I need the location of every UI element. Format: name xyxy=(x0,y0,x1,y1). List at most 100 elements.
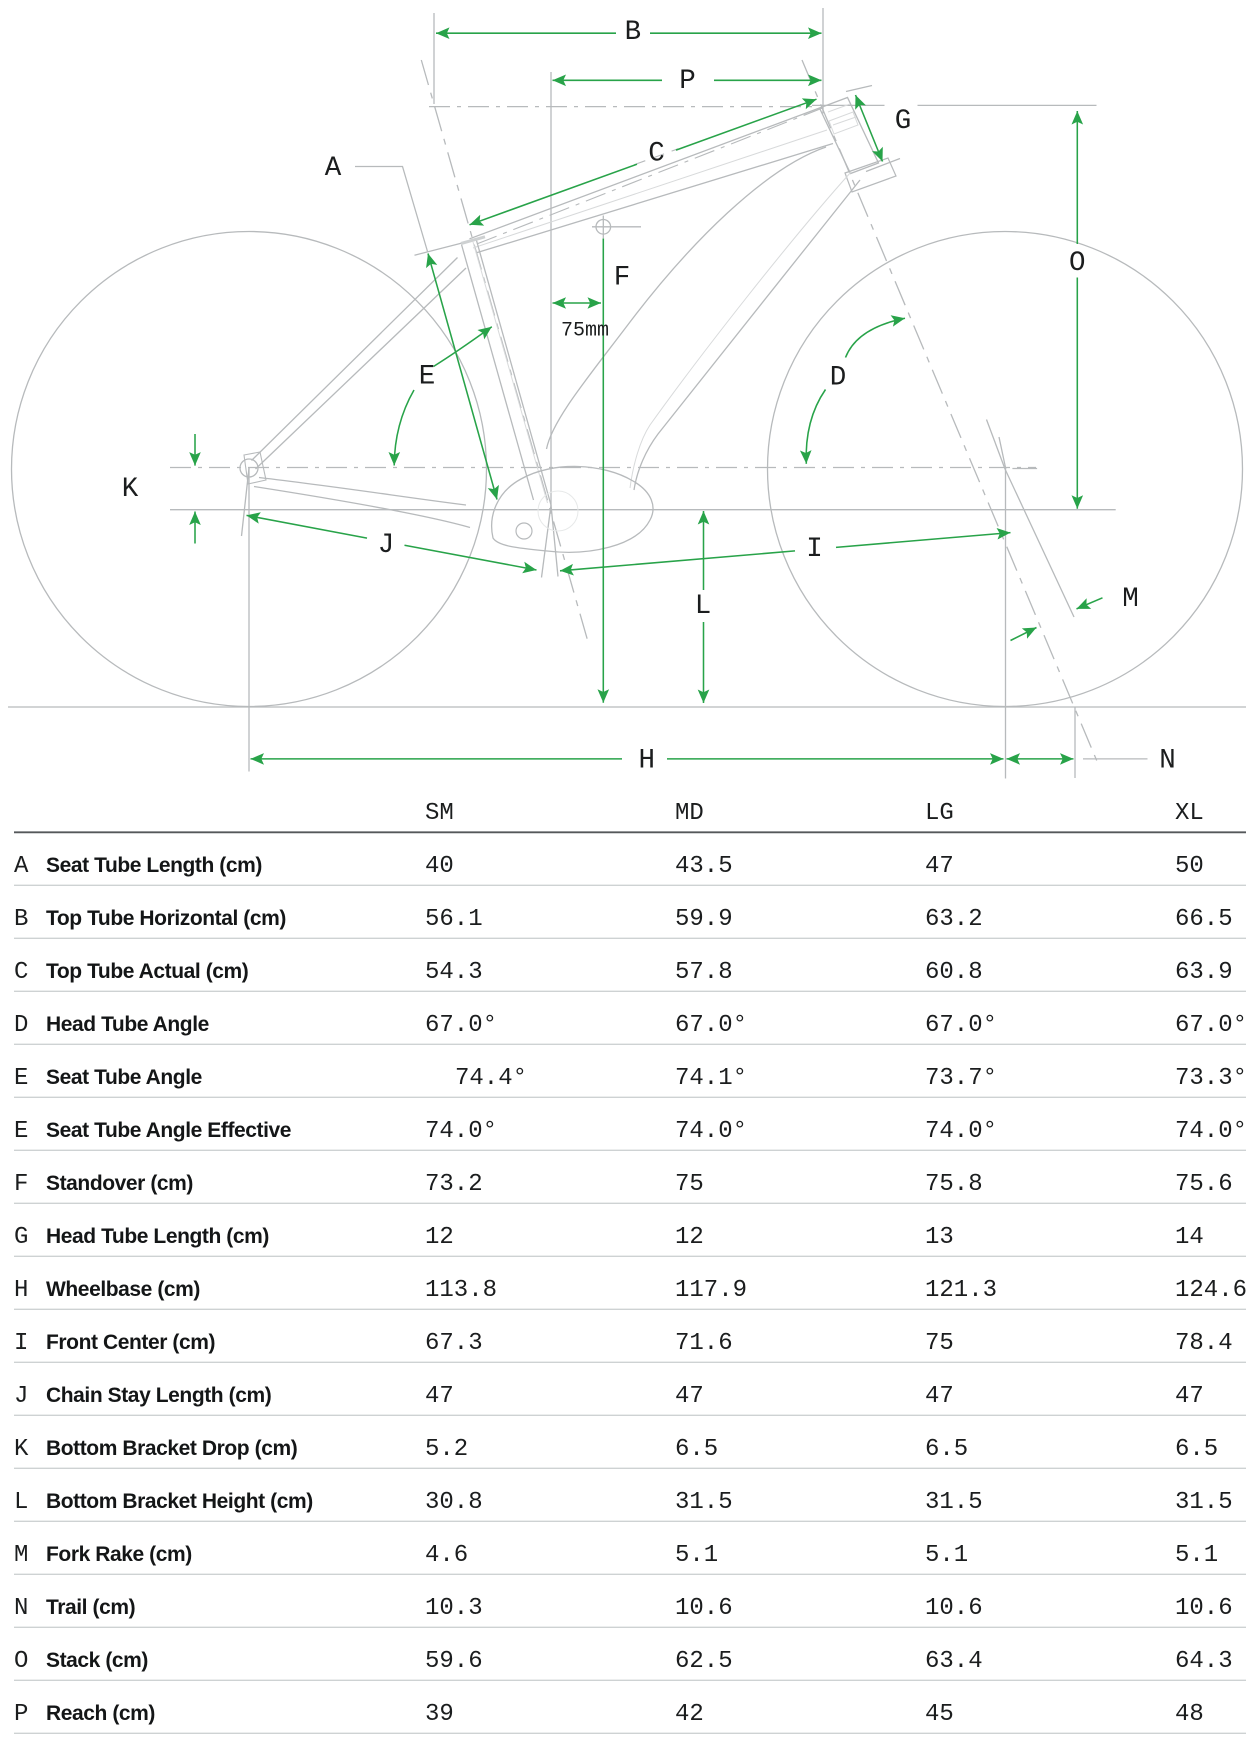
svg-text:5.2: 5.2 xyxy=(425,1436,468,1463)
svg-text:113.8: 113.8 xyxy=(425,1277,497,1304)
svg-text:L: L xyxy=(14,1489,28,1516)
svg-text:I: I xyxy=(14,1330,28,1357)
svg-text:47: 47 xyxy=(1175,1383,1204,1410)
svg-text:47: 47 xyxy=(675,1383,704,1410)
svg-text:60.8: 60.8 xyxy=(925,959,983,986)
svg-text:75.8: 75.8 xyxy=(925,1171,983,1198)
svg-text:5.1: 5.1 xyxy=(1175,1542,1218,1569)
svg-text:59.6: 59.6 xyxy=(425,1648,483,1675)
svg-text:6.5: 6.5 xyxy=(925,1436,968,1463)
svg-text:67.3: 67.3 xyxy=(425,1330,483,1357)
svg-text:30.8: 30.8 xyxy=(425,1489,483,1516)
svg-text:40: 40 xyxy=(425,853,454,880)
svg-text:75: 75 xyxy=(675,1171,704,1198)
svg-text:J: J xyxy=(14,1383,28,1410)
svg-text:Seat Tube Angle Effective: Seat Tube Angle Effective xyxy=(46,1119,291,1142)
svg-text:74.1°: 74.1° xyxy=(675,1065,747,1092)
svg-text:N: N xyxy=(14,1595,28,1622)
svg-text:Chain Stay Length (cm): Chain Stay Length (cm) xyxy=(46,1384,271,1407)
svg-text:74.0°: 74.0° xyxy=(925,1118,997,1145)
svg-text:Reach (cm): Reach (cm) xyxy=(46,1702,155,1725)
svg-text:LG: LG xyxy=(925,800,954,827)
svg-text:5.1: 5.1 xyxy=(675,1542,718,1569)
svg-text:A: A xyxy=(14,853,29,880)
svg-text:Front Center (cm): Front Center (cm) xyxy=(46,1331,215,1354)
svg-text:74.0°: 74.0° xyxy=(675,1118,747,1145)
svg-text:117.9: 117.9 xyxy=(675,1277,747,1304)
svg-text:Stack (cm): Stack (cm) xyxy=(46,1649,148,1672)
svg-text:6.5: 6.5 xyxy=(675,1436,718,1463)
svg-text:B: B xyxy=(14,906,28,933)
svg-text:43.5: 43.5 xyxy=(675,853,733,880)
svg-text:Top Tube Actual (cm): Top Tube Actual (cm) xyxy=(46,960,248,983)
svg-text:K: K xyxy=(122,474,139,505)
svg-text:74.0°: 74.0° xyxy=(425,1118,497,1145)
svg-text:121.3: 121.3 xyxy=(925,1277,997,1304)
svg-text:M: M xyxy=(1122,584,1139,615)
svg-text:45: 45 xyxy=(925,1701,954,1728)
svg-text:A: A xyxy=(325,153,342,184)
svg-text:XL: XL xyxy=(1175,800,1204,827)
svg-text:E: E xyxy=(14,1118,28,1145)
svg-text:73.2: 73.2 xyxy=(425,1171,483,1198)
svg-text:54.3: 54.3 xyxy=(425,959,483,986)
svg-text:75: 75 xyxy=(925,1330,954,1357)
svg-text:E: E xyxy=(14,1065,28,1092)
svg-text:Top Tube Horizontal (cm): Top Tube Horizontal (cm) xyxy=(46,907,286,930)
svg-text:62.5: 62.5 xyxy=(675,1648,733,1675)
svg-text:57.8: 57.8 xyxy=(675,959,733,986)
svg-text:31.5: 31.5 xyxy=(925,1489,983,1516)
svg-text:47: 47 xyxy=(425,1383,454,1410)
svg-text:56.1: 56.1 xyxy=(425,906,483,933)
svg-text:Head Tube Length (cm): Head Tube Length (cm) xyxy=(46,1225,269,1248)
svg-text:12: 12 xyxy=(675,1224,704,1251)
svg-text:L: L xyxy=(695,591,712,622)
svg-text:63.4: 63.4 xyxy=(925,1648,983,1675)
svg-text:13: 13 xyxy=(925,1224,954,1251)
svg-text:31.5: 31.5 xyxy=(675,1489,733,1516)
svg-text:Wheelbase (cm): Wheelbase (cm) xyxy=(46,1278,200,1301)
svg-text:F: F xyxy=(614,263,631,294)
svg-text:59.9: 59.9 xyxy=(675,906,733,933)
svg-text:31.5: 31.5 xyxy=(1175,1489,1233,1516)
svg-text:73.3°: 73.3° xyxy=(1175,1065,1246,1092)
svg-text:67.0°: 67.0° xyxy=(925,1012,997,1039)
svg-text:Standover (cm): Standover (cm) xyxy=(46,1172,193,1195)
svg-text:6.5: 6.5 xyxy=(1175,1436,1218,1463)
svg-text:M: M xyxy=(14,1542,28,1569)
svg-text:78.4: 78.4 xyxy=(1175,1330,1233,1357)
svg-text:G: G xyxy=(895,106,912,137)
svg-text:75mm: 75mm xyxy=(561,320,609,343)
svg-text:4.6: 4.6 xyxy=(425,1542,468,1569)
svg-text:O: O xyxy=(14,1648,28,1675)
svg-text:39: 39 xyxy=(425,1701,454,1728)
svg-text:67.0°: 67.0° xyxy=(675,1012,747,1039)
svg-text:E: E xyxy=(419,362,436,393)
svg-text:Bottom Bracket Drop (cm): Bottom Bracket Drop (cm) xyxy=(46,1437,297,1460)
svg-text:SM: SM xyxy=(425,800,454,827)
svg-text:I: I xyxy=(806,534,823,565)
svg-text:74.4°: 74.4° xyxy=(455,1065,527,1092)
svg-text:10.6: 10.6 xyxy=(1175,1595,1233,1622)
svg-text:C: C xyxy=(14,959,28,986)
svg-text:67.0°: 67.0° xyxy=(425,1012,497,1039)
svg-text:75.6: 75.6 xyxy=(1175,1171,1233,1198)
svg-text:47: 47 xyxy=(925,1383,954,1410)
svg-text:10.3: 10.3 xyxy=(425,1595,483,1622)
svg-text:64.3: 64.3 xyxy=(1175,1648,1233,1675)
svg-text:N: N xyxy=(1159,745,1176,776)
svg-text:63.9: 63.9 xyxy=(1175,959,1233,986)
svg-text:P: P xyxy=(14,1701,28,1728)
svg-text:G: G xyxy=(14,1224,28,1251)
svg-text:10.6: 10.6 xyxy=(925,1595,983,1622)
svg-text:50: 50 xyxy=(1175,853,1204,880)
svg-text:C: C xyxy=(648,139,665,170)
svg-text:Head Tube Angle: Head Tube Angle xyxy=(46,1013,209,1036)
svg-text:66.5: 66.5 xyxy=(1175,906,1233,933)
svg-text:124.6: 124.6 xyxy=(1175,1277,1246,1304)
svg-text:14: 14 xyxy=(1175,1224,1204,1251)
svg-text:74.0°: 74.0° xyxy=(1175,1118,1246,1145)
svg-text:Seat Tube Length (cm): Seat Tube Length (cm) xyxy=(46,854,262,877)
svg-text:D: D xyxy=(14,1012,28,1039)
svg-text:D: D xyxy=(830,363,847,394)
